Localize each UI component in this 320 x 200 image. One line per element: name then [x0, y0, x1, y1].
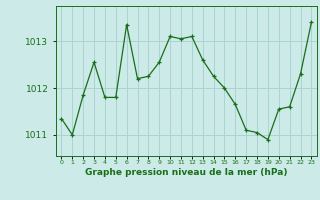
- X-axis label: Graphe pression niveau de la mer (hPa): Graphe pression niveau de la mer (hPa): [85, 168, 288, 177]
